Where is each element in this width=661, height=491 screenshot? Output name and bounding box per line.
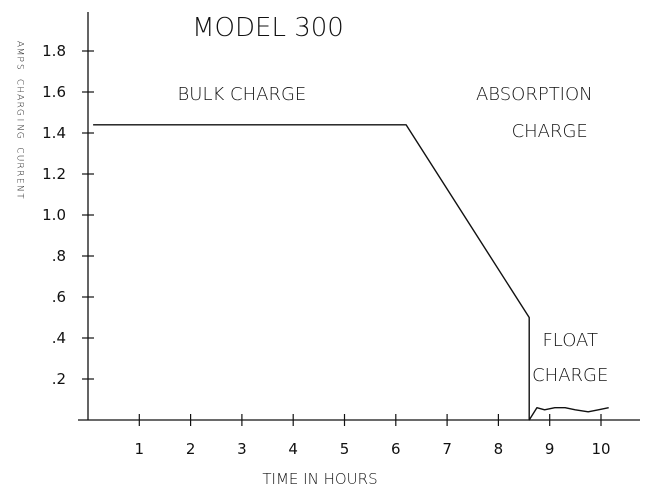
y-tick-label: 1.2	[42, 165, 66, 183]
y-tick-label: .8	[52, 247, 66, 265]
ticks-layer: 1 2 3 4 5 6 7 8 9 10 .2 .4 .6 .8 1.0 1.2 1.4 1.6 1.8	[42, 42, 610, 458]
y-axis-label-char: R	[15, 102, 25, 108]
y-axis-label-char: H	[15, 86, 25, 93]
y-axis-label-char: M	[15, 48, 25, 56]
x-tick-label: 1	[135, 440, 145, 458]
x-axis-label: TIME IN HOURS	[262, 470, 377, 488]
axes-layer	[78, 12, 640, 421]
chart-annotation: CHARGE	[512, 121, 588, 142]
x-tick-label: 10	[591, 440, 610, 458]
x-tick-label: 5	[340, 440, 350, 458]
y-tick-label: .4	[52, 329, 66, 347]
y-tick-label: .6	[52, 288, 66, 306]
x-tick-label: 3	[237, 440, 247, 458]
y-axis-label-char: A	[15, 41, 25, 47]
y-axis-label-char: E	[15, 178, 25, 184]
x-tick-label: 2	[186, 440, 196, 458]
y-axis-label-char: R	[15, 162, 25, 168]
y-tick-label: 1.4	[42, 124, 66, 142]
y-axis-label-char: C	[15, 147, 25, 153]
chart-annotation: BULK CHARGE	[178, 84, 307, 105]
series-layer	[93, 124, 609, 421]
annotations-layer: BULK CHARGE ABSORPTION CHARGE FLOAT CHARGE	[178, 84, 609, 386]
x-tick-label: 8	[494, 440, 504, 458]
chart-annotation: CHARGE	[532, 365, 608, 386]
y-axis-label-char: S	[15, 64, 25, 70]
y-axis-label-char: A	[15, 94, 25, 100]
x-tick-label: 7	[442, 440, 452, 458]
y-axis-label-char: N	[15, 185, 25, 192]
y-axis-label-char: I	[15, 119, 25, 122]
x-tick-label: 9	[545, 440, 555, 458]
y-tick-label: 1.8	[42, 42, 66, 60]
y-axis-label-char: P	[15, 56, 25, 61]
y-axis-label-char: C	[15, 79, 25, 85]
y-axis-label-char: T	[15, 193, 25, 199]
x-tick-label: 4	[288, 440, 298, 458]
y-axis-label-char: R	[15, 170, 25, 176]
y-tick-label: 1.0	[42, 206, 66, 224]
series-line	[93, 124, 609, 421]
y-axis-label-char: G	[15, 132, 25, 139]
x-tick-label: 6	[391, 440, 401, 458]
y-axis-label-char: U	[15, 155, 25, 162]
chart-annotation: ABSORPTION	[476, 84, 593, 105]
chart-title: MODEL 300	[192, 13, 344, 43]
y-tick-label: 1.6	[42, 83, 66, 101]
y-axis-label-char: G	[15, 109, 25, 116]
y-tick-label: .2	[52, 370, 66, 388]
y-axis-label-char: N	[15, 124, 25, 131]
chart-annotation: FLOAT	[542, 330, 598, 351]
